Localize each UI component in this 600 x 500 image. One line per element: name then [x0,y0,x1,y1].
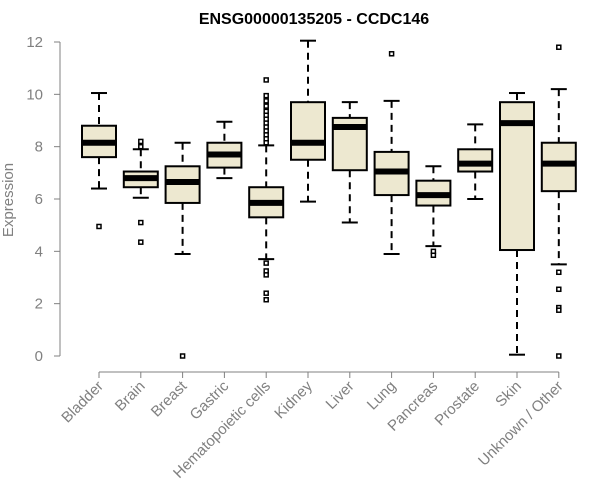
outlier-point [556,286,562,293]
outlier-point [556,44,562,50]
y-tick-label: 2 [35,296,43,313]
outlier-point [263,272,269,278]
chart-title: ENSG00000135205 - CCDC146 [199,11,429,28]
x-tick-label: Brain [112,378,149,415]
x-tick-label: Prostate [431,378,483,430]
outlier-point [138,219,144,226]
box-brain [122,138,159,245]
box-skin [499,92,535,356]
iqr-box [540,141,577,193]
outlier-point [556,353,562,359]
box-hematopoietic-cells [248,77,285,303]
outlier-point [263,98,269,104]
box-pancreas [415,165,452,259]
iqr-box [290,101,326,161]
outlier-point [263,290,269,296]
box-bladder [81,92,117,230]
box-liver [331,101,368,224]
iqr-box [499,101,535,252]
box-lung [373,51,410,255]
boxes-group [81,39,577,359]
x-tick-label: Lung [364,378,400,414]
outlier-point [138,138,144,145]
box-kidney [290,39,326,203]
box-prostate [457,123,494,200]
outlier-point [430,252,437,259]
y-tick-label: 8 [35,139,43,156]
x-tick-label: Skin [492,378,525,411]
y-tick-label: 10 [26,86,43,103]
y-axis: 0 2 4 6 8 10 12 [26,34,61,365]
box-gastric [206,120,243,180]
outlier-point [138,143,144,150]
y-tick-label: 0 [35,348,43,365]
x-tick-label: Liver [323,378,358,413]
outlier-point [263,92,269,99]
outlier-point [263,139,269,146]
outlier-point [263,103,269,109]
outlier-point [388,51,395,57]
box-unknown-other [540,44,577,359]
y-axis-title: Expression [0,163,17,237]
outlier-point [179,353,186,359]
outlier-point [556,307,562,313]
y-tick-label: 6 [35,191,43,208]
x-tick-label: Kidney [271,377,316,422]
outlier-point [263,260,269,266]
outlier-point [556,269,562,276]
box-breast [164,141,201,359]
outlier-point [96,223,102,230]
x-tick-label: Breast [148,377,191,420]
iqr-box [457,148,494,173]
x-tick-label: Bladder [58,378,107,427]
y-tick-label: 12 [26,34,43,51]
outlier-point [263,77,269,83]
y-tick-label: 4 [35,243,43,260]
outlier-point [263,296,269,303]
outlier-point [138,239,144,245]
